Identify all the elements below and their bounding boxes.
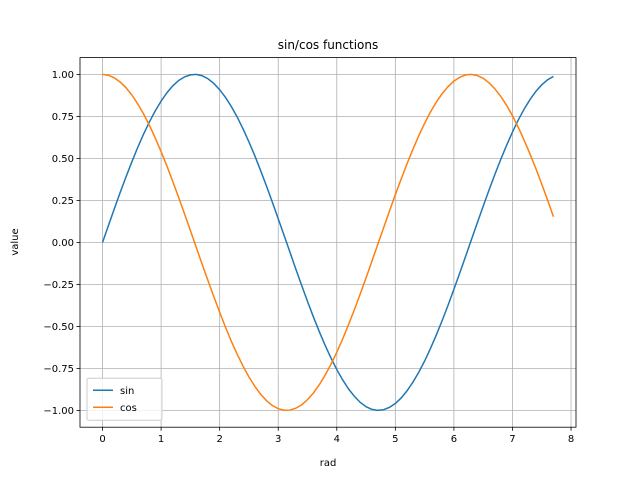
x-tick-label: 2 [216, 434, 222, 445]
legend-label: cos [120, 403, 137, 414]
y-tick-label: −0.50 [43, 322, 74, 333]
x-tick-label: 3 [275, 434, 281, 445]
x-tick-label: 6 [451, 434, 457, 445]
y-tick-label: −1.00 [43, 406, 74, 417]
line-series [101, 73, 554, 412]
y-tick-label: −0.25 [43, 280, 74, 291]
x-tick-label: 1 [158, 434, 164, 445]
legend-label: sin [120, 386, 134, 397]
line-series [102, 73, 555, 411]
y-tick-label: 0.75 [52, 112, 74, 123]
x-tick-label: 7 [509, 434, 515, 445]
y-axis-label: value [10, 228, 21, 255]
y-tick-label: 1.00 [52, 70, 74, 81]
y-tick-label: −0.75 [43, 364, 74, 375]
x-tick-label: 0 [99, 434, 105, 445]
x-tick-label: 4 [334, 434, 340, 445]
y-tick-label: 0.25 [52, 196, 74, 207]
axes-frame [79, 57, 577, 428]
legend-box [86, 377, 163, 421]
x-tick-label: 5 [392, 434, 398, 445]
x-axis-label: rad [320, 458, 337, 469]
chart-title: sin/cos functions [278, 38, 379, 52]
y-tick-label: 0.00 [52, 238, 74, 249]
x-tick-label: 8 [568, 434, 574, 445]
y-tick-label: 0.50 [52, 154, 74, 165]
